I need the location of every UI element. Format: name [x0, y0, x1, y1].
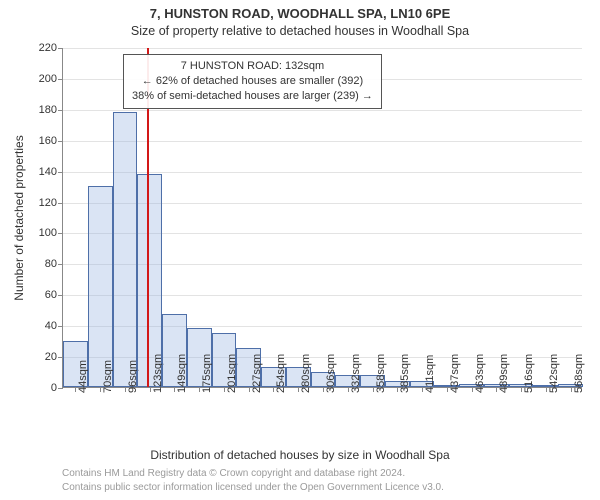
- ytick-label: 140: [39, 166, 63, 178]
- y-axis-label: Number of detached properties: [12, 135, 26, 300]
- ytick-label: 100: [39, 227, 63, 239]
- gridline: [63, 48, 582, 49]
- ytick-label: 80: [45, 258, 63, 270]
- xtick-mark: [447, 387, 448, 392]
- xtick-label: 358sqm: [375, 354, 387, 393]
- xtick-mark: [125, 387, 126, 392]
- annotation-line-2: ← 62% of detached houses are smaller (39…: [132, 74, 373, 89]
- xtick-mark: [546, 387, 547, 392]
- xtick-label: 463sqm: [474, 354, 486, 393]
- histogram-bar: [88, 186, 113, 387]
- ytick-label: 180: [39, 104, 63, 116]
- ytick-label: 20: [45, 351, 63, 363]
- xtick-label: 489sqm: [498, 354, 510, 393]
- plot-area: 02040608010012014016018020022044sqm70sqm…: [62, 48, 582, 388]
- xtick-label: 516sqm: [523, 354, 535, 393]
- xtick-mark: [348, 387, 349, 392]
- xtick-label: 306sqm: [325, 354, 337, 393]
- xtick-mark: [224, 387, 225, 392]
- ytick-label: 40: [45, 320, 63, 332]
- xtick-label: 385sqm: [399, 354, 411, 393]
- xtick-label: 437sqm: [449, 354, 461, 393]
- xtick-mark: [472, 387, 473, 392]
- gridline: [63, 110, 582, 111]
- xtick-mark: [571, 387, 572, 392]
- chart-wrap: 7, HUNSTON ROAD, WOODHALL SPA, LN10 6PE …: [0, 0, 600, 500]
- xtick-mark: [150, 387, 151, 392]
- x-axis-label: Distribution of detached houses by size …: [0, 448, 600, 462]
- xtick-mark: [249, 387, 250, 392]
- xtick-mark: [323, 387, 324, 392]
- annotation-line-1: 7 HUNSTON ROAD: 132sqm: [132, 59, 373, 74]
- annotation-box: 7 HUNSTON ROAD: 132sqm ← 62% of detached…: [123, 54, 382, 109]
- ytick-label: 160: [39, 135, 63, 147]
- xtick-mark: [100, 387, 101, 392]
- xtick-label: 542sqm: [548, 354, 560, 393]
- xtick-mark: [373, 387, 374, 392]
- xtick-mark: [422, 387, 423, 392]
- footnote-1: Contains HM Land Registry data © Crown c…: [62, 468, 405, 479]
- xtick-label: 568sqm: [573, 354, 585, 393]
- xtick-mark: [521, 387, 522, 392]
- annotation-line-3: 38% of semi-detached houses are larger (…: [132, 89, 373, 104]
- ytick-label: 200: [39, 73, 63, 85]
- ytick-label: 120: [39, 197, 63, 209]
- chart-subtitle: Size of property relative to detached ho…: [0, 24, 600, 38]
- gridline: [63, 141, 582, 142]
- xtick-label: 332sqm: [350, 354, 362, 393]
- footnote-2: Contains public sector information licen…: [62, 482, 444, 493]
- ytick-label: 60: [45, 289, 63, 301]
- histogram-bar: [113, 112, 138, 387]
- xtick-label: 411sqm: [424, 355, 436, 393]
- ytick-label: 220: [39, 42, 63, 54]
- gridline: [63, 172, 582, 173]
- ytick-label: 0: [51, 382, 63, 394]
- chart-title: 7, HUNSTON ROAD, WOODHALL SPA, LN10 6PE: [0, 6, 600, 21]
